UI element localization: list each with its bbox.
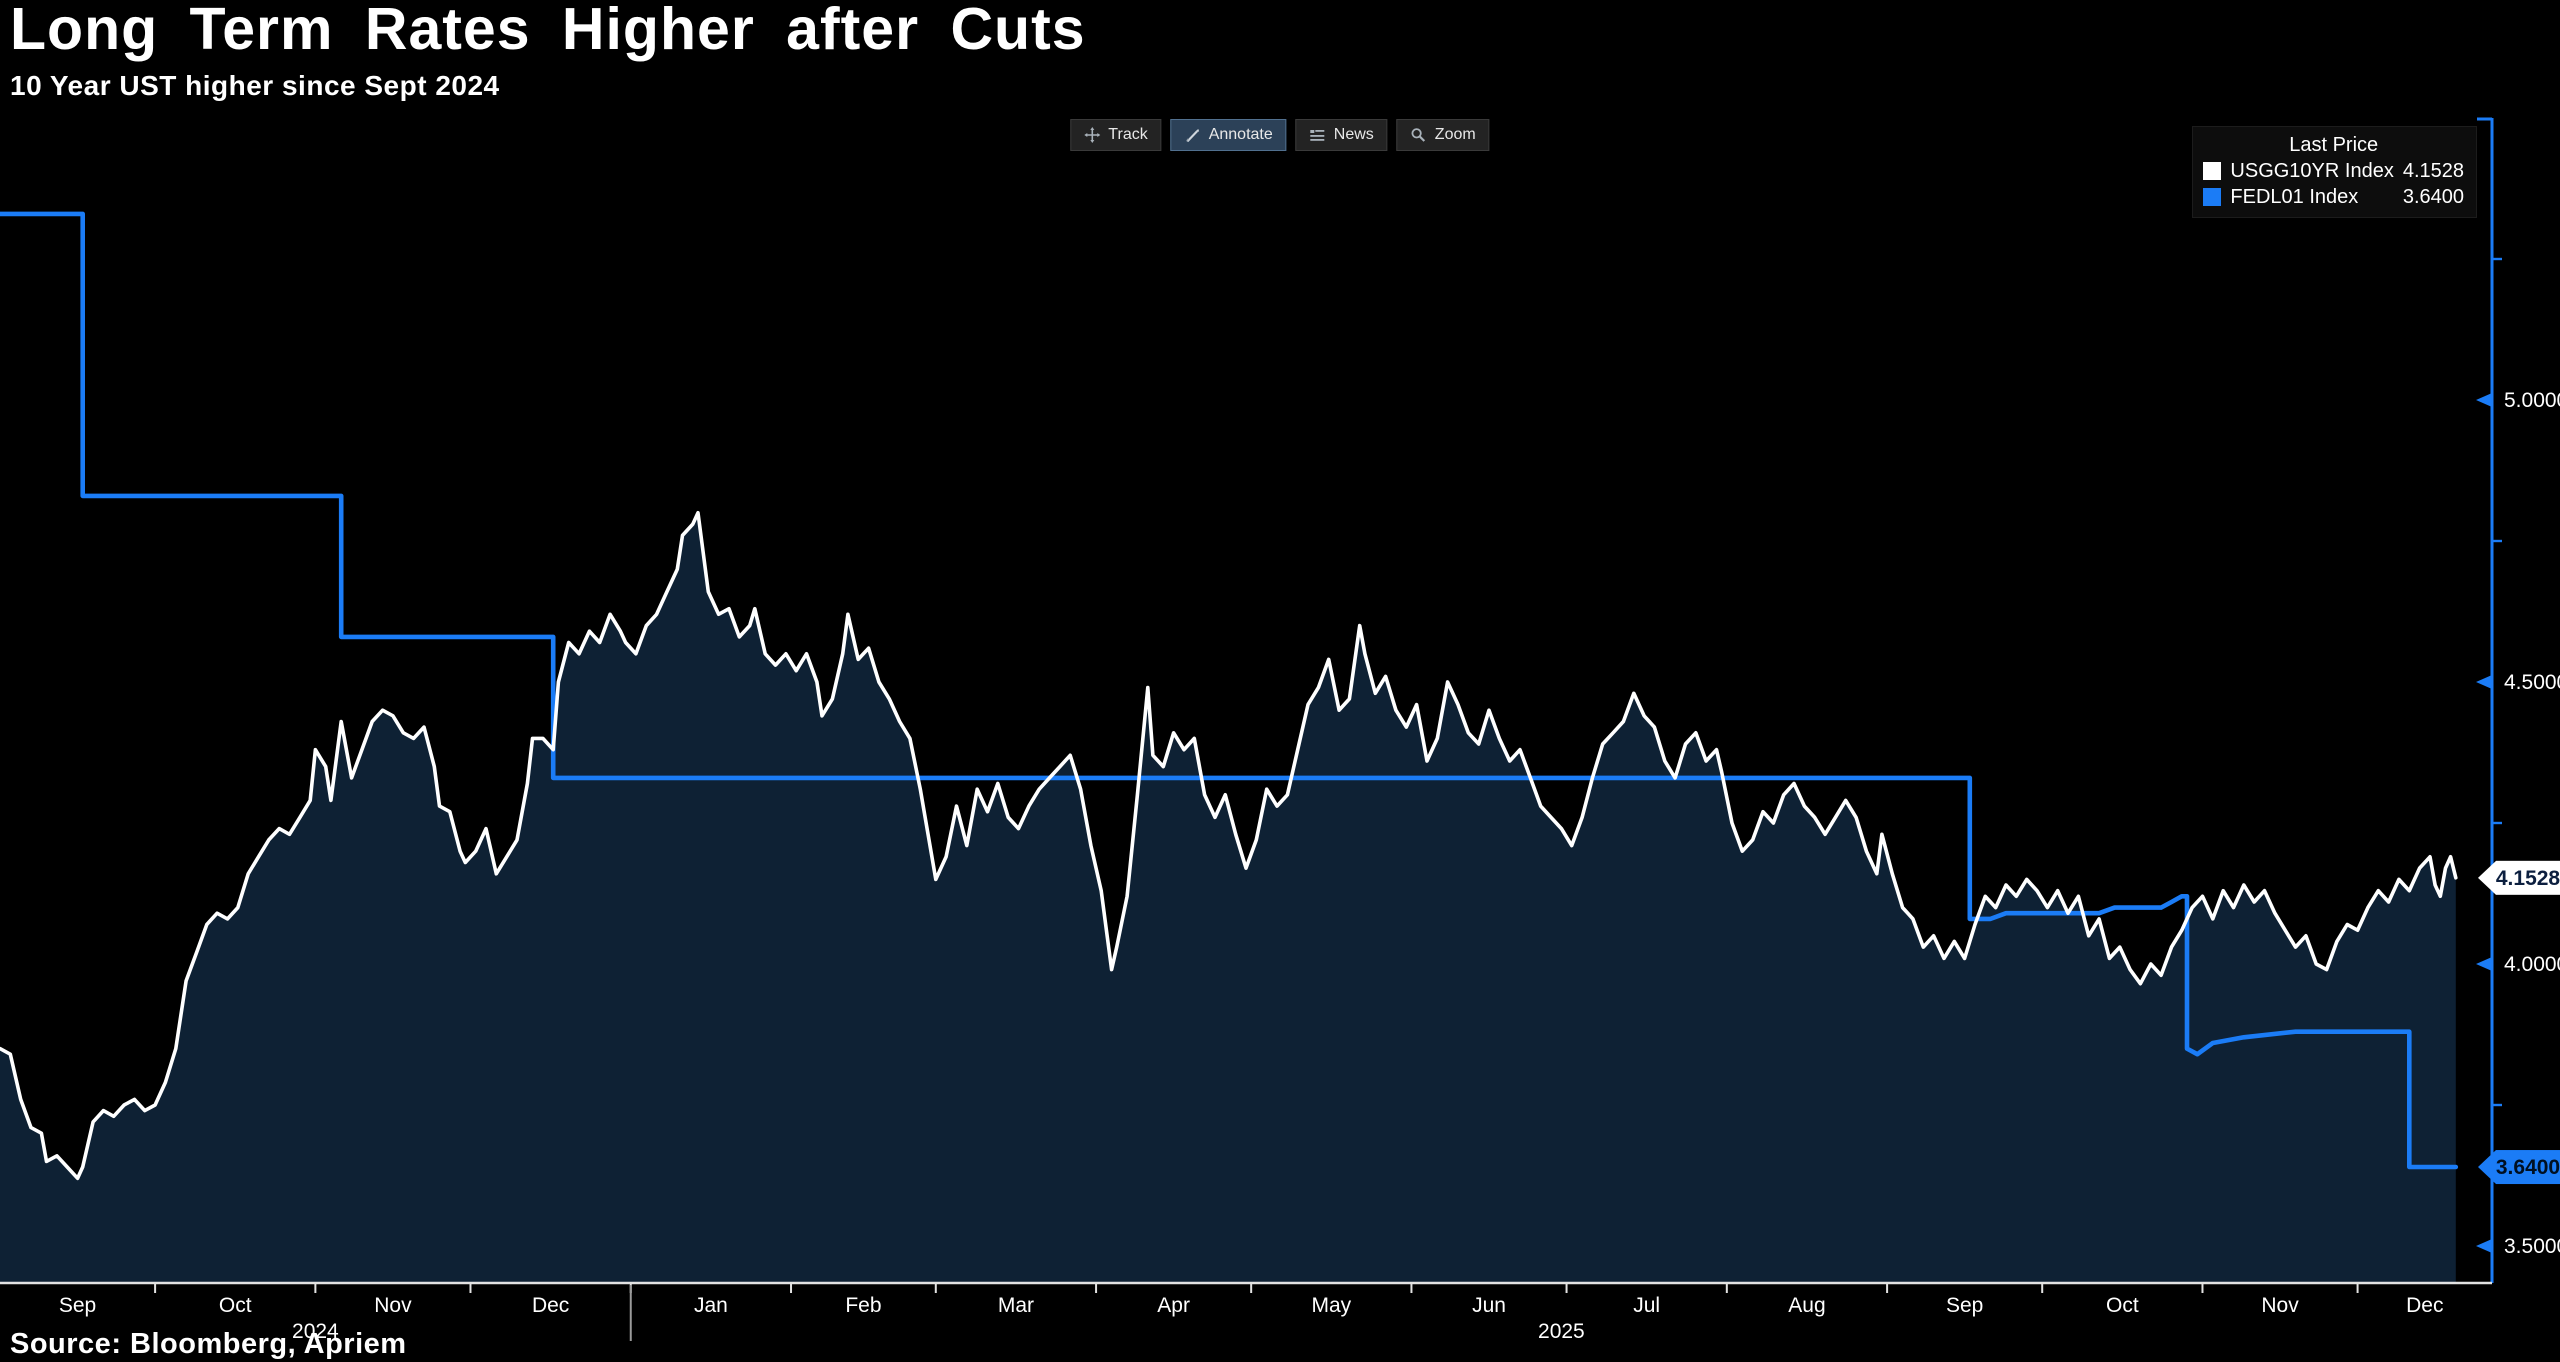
legend-series-value: 4.1528 xyxy=(2402,160,2464,182)
legend-item-fedl01[interactable]: FEDL01 Index 3.6400 xyxy=(2203,184,2464,210)
source-note: Source: Bloomberg, Apriem xyxy=(10,1328,407,1360)
y-tick-label: 4.0000 xyxy=(2504,953,2560,976)
x-month-label: Nov xyxy=(2261,1294,2299,1317)
page-title: Long Term Rates Higher after Cuts xyxy=(10,0,1086,62)
price-tag-box xyxy=(2496,860,2560,895)
zoom-button-label: Zoom xyxy=(1434,126,1476,143)
news-button[interactable]: News xyxy=(1295,119,1388,151)
news-button-label: News xyxy=(1333,126,1374,143)
x-month-label: Aug xyxy=(1788,1294,1825,1317)
x-month-label: Sep xyxy=(59,1294,96,1317)
chart-subtitle: 10 Year UST higher since Sept 2024 xyxy=(10,70,500,101)
x-month-label: Mar xyxy=(998,1294,1034,1317)
track-icon xyxy=(1084,127,1101,143)
x-month-label: Dec xyxy=(2406,1294,2443,1317)
fedl01-swatch xyxy=(2203,188,2222,206)
track-button[interactable]: Track xyxy=(1070,119,1162,151)
x-month-label: Apr xyxy=(1157,1294,1190,1317)
x-month-label: Dec xyxy=(532,1294,569,1317)
price-tag-box xyxy=(2496,1150,2560,1185)
y-major-tick-arrow xyxy=(2476,675,2492,689)
annotate-button[interactable]: Annotate xyxy=(1170,119,1287,151)
zoom-icon xyxy=(1411,127,1427,143)
x-month-label: Jun xyxy=(1472,1294,1506,1317)
y-tick-label: 5.0000 xyxy=(2504,389,2560,412)
legend-series-name: USGG10YR Index xyxy=(2230,160,2394,182)
usgg10yr-area xyxy=(0,512,2456,1283)
annotate-icon xyxy=(1185,127,1201,143)
usgg10yr-swatch xyxy=(2203,162,2222,180)
x-month-label: Feb xyxy=(845,1294,881,1317)
y-major-tick-arrow xyxy=(2476,957,2492,971)
x-month-label: Oct xyxy=(2106,1294,2139,1317)
x-year-label: 2025 xyxy=(1538,1320,1585,1343)
y-tick-label: 3.5000 xyxy=(2504,1235,2560,1258)
price-tag-arrow xyxy=(2478,860,2496,895)
x-year-label: 2024 xyxy=(292,1320,339,1343)
legend-series-name: FEDL01 Index xyxy=(2230,186,2359,208)
zoom-button[interactable]: Zoom xyxy=(1396,119,1490,151)
price-tag-arrow xyxy=(2478,1150,2496,1185)
price-tag-usgg10yr: 4.1528 xyxy=(2496,867,2560,890)
y-tick-label: 4.5000 xyxy=(2504,671,2560,694)
usgg10yr-line xyxy=(0,510,2458,1181)
legend-series-value: 3.6400 xyxy=(2402,186,2464,208)
chart-toolbar: Track Annotate News Zoom xyxy=(1070,119,1490,151)
x-month-label: Oct xyxy=(219,1294,252,1317)
x-month-label: Jan xyxy=(694,1294,728,1317)
legend: Last Price USGG10YR Index 4.1528 FEDL01 … xyxy=(2192,126,2477,218)
y-major-tick-arrow xyxy=(2476,1239,2492,1253)
legend-title: Last Price xyxy=(2289,134,2379,156)
x-month-label: May xyxy=(1311,1294,1351,1317)
news-icon xyxy=(1310,127,1326,143)
track-button-label: Track xyxy=(1108,126,1148,143)
y-major-tick-arrow xyxy=(2476,393,2492,407)
fedl01-line xyxy=(0,211,2459,1170)
legend-item-usgg10yr[interactable]: USGG10YR Index 4.1528 xyxy=(2203,158,2464,184)
price-tag-fedl01: 3.6400 xyxy=(2496,1156,2560,1179)
x-month-label: Sep xyxy=(1946,1294,1983,1317)
x-month-label: Jul xyxy=(1633,1294,1660,1317)
x-month-label: Nov xyxy=(374,1294,412,1317)
annotate-button-label: Annotate xyxy=(1208,126,1273,143)
